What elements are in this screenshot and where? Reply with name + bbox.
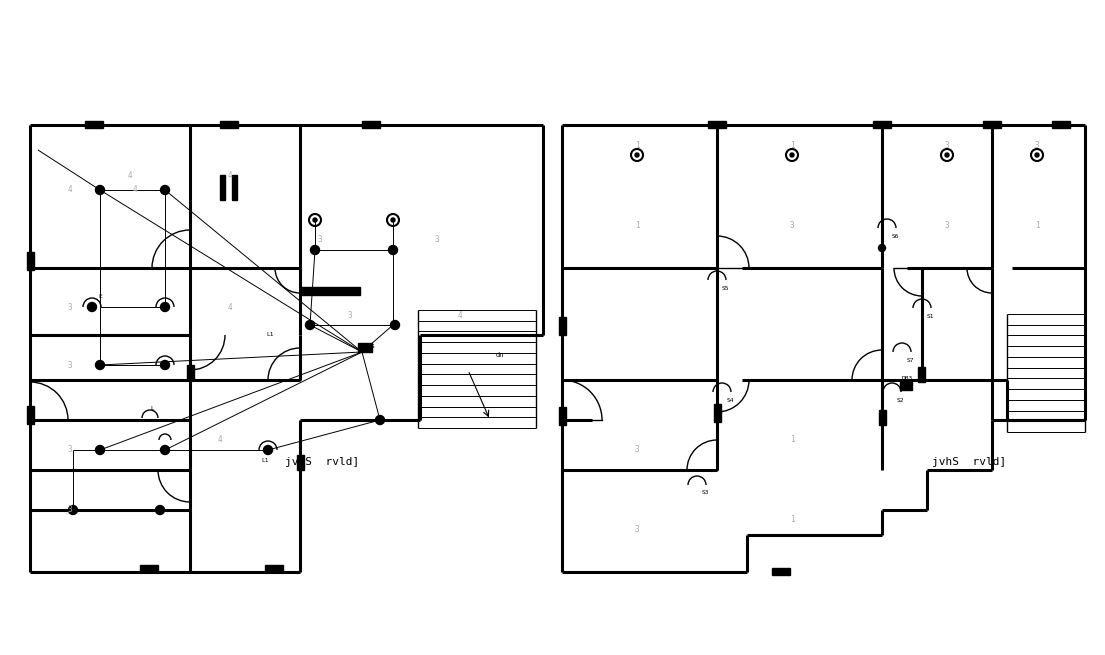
Bar	[232, 175, 236, 200]
Bar	[27, 252, 34, 270]
Text: 1: 1	[790, 515, 794, 525]
Text: S4: S4	[727, 398, 735, 403]
Circle shape	[376, 415, 385, 424]
Circle shape	[160, 360, 169, 369]
Text: S1: S1	[927, 314, 935, 318]
Bar	[1052, 121, 1070, 128]
Text: 3: 3	[434, 236, 440, 244]
Bar	[362, 121, 380, 128]
Circle shape	[69, 506, 77, 514]
Bar	[559, 407, 566, 425]
Text: 3: 3	[945, 141, 949, 149]
Text: 3: 3	[318, 236, 323, 244]
Text: S7: S7	[907, 358, 915, 362]
Bar	[220, 175, 225, 200]
Text: 1: 1	[1034, 221, 1040, 229]
Text: L1: L1	[261, 457, 269, 462]
Text: 3: 3	[945, 221, 949, 229]
Bar	[899, 382, 912, 390]
Bar	[27, 406, 34, 424]
Circle shape	[95, 445, 105, 455]
Circle shape	[391, 218, 394, 222]
Text: S6: S6	[892, 233, 899, 238]
Circle shape	[305, 320, 315, 329]
Circle shape	[635, 153, 639, 157]
Circle shape	[160, 303, 169, 312]
Circle shape	[1035, 153, 1039, 157]
Text: dn: dn	[496, 352, 504, 358]
Text: 3: 3	[790, 221, 794, 229]
Text: 3: 3	[67, 445, 72, 455]
Circle shape	[87, 303, 96, 312]
Bar	[559, 317, 566, 335]
Circle shape	[160, 445, 169, 455]
Bar	[358, 343, 372, 352]
Text: S: S	[371, 345, 375, 350]
Text: jvhS  rvld]: jvhS rvld]	[285, 457, 359, 467]
Text: 4: 4	[133, 185, 137, 195]
Circle shape	[389, 246, 398, 255]
Text: 4: 4	[228, 170, 232, 179]
Bar	[297, 455, 304, 470]
Bar	[140, 565, 158, 572]
Text: 1: 1	[790, 436, 794, 445]
Bar	[85, 121, 103, 128]
Text: 4: 4	[228, 303, 232, 312]
Bar	[772, 568, 790, 575]
Text: S5: S5	[722, 286, 729, 291]
Bar	[220, 121, 238, 128]
Circle shape	[95, 360, 105, 369]
Circle shape	[95, 185, 105, 195]
Text: S3: S3	[702, 491, 709, 495]
Text: 4: 4	[128, 170, 133, 179]
Circle shape	[945, 153, 949, 157]
Bar	[187, 365, 194, 380]
Circle shape	[878, 244, 885, 252]
Text: 3: 3	[67, 360, 72, 369]
Circle shape	[156, 506, 165, 514]
Circle shape	[160, 185, 169, 195]
Circle shape	[263, 445, 273, 455]
Text: 3: 3	[634, 525, 640, 534]
Text: 3: 3	[67, 506, 72, 514]
Circle shape	[313, 218, 317, 222]
Text: jvhS  rvld]: jvhS rvld]	[932, 457, 1007, 467]
Text: 3: 3	[67, 303, 72, 312]
Circle shape	[311, 246, 319, 255]
Text: L: L	[150, 405, 154, 411]
Text: 3: 3	[348, 310, 352, 320]
Text: 1: 1	[634, 141, 640, 149]
Text: DB3: DB3	[902, 375, 913, 381]
Circle shape	[390, 320, 400, 329]
Text: L1: L1	[266, 333, 274, 337]
Bar	[299, 287, 360, 295]
Text: 1: 1	[790, 141, 794, 149]
Text: E: E	[98, 295, 102, 299]
Bar	[714, 404, 720, 422]
Bar	[873, 121, 891, 128]
Text: 3: 3	[1034, 141, 1040, 149]
Text: 4: 4	[67, 185, 72, 195]
Text: 1: 1	[634, 221, 640, 229]
Bar	[708, 121, 726, 128]
Bar	[265, 565, 283, 572]
Text: S2: S2	[897, 398, 905, 403]
Circle shape	[790, 153, 794, 157]
Bar	[878, 410, 886, 425]
Text: 4: 4	[457, 310, 462, 320]
Text: 4: 4	[218, 436, 222, 445]
Text: 3: 3	[634, 445, 640, 455]
Bar	[918, 367, 925, 382]
Bar	[983, 121, 1001, 128]
